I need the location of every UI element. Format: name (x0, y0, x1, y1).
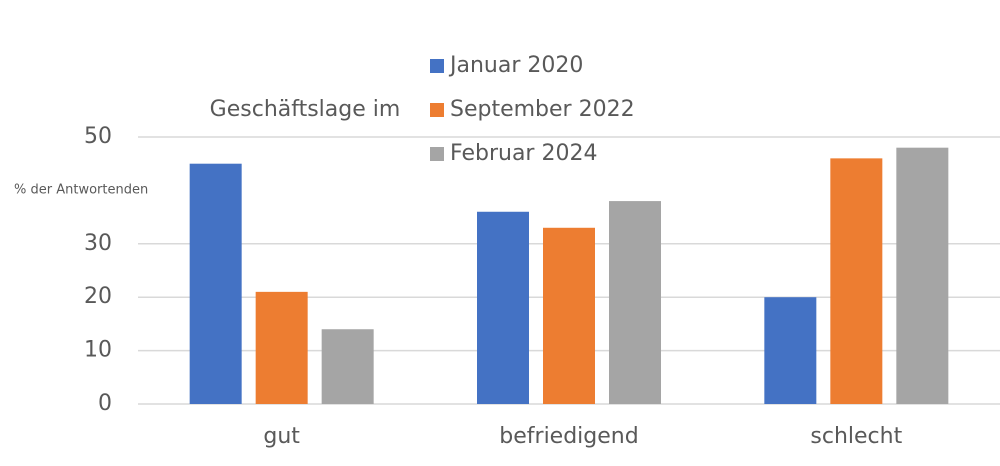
legend-label: Januar 2020 (448, 53, 583, 78)
bar (477, 211, 529, 404)
y-tick-label: 10 (84, 338, 112, 363)
bar (764, 297, 817, 404)
y-tick-label: 50 (84, 124, 112, 149)
bar (896, 147, 949, 404)
legend-label: Februar 2024 (450, 141, 597, 166)
legend-title: Geschäftslage im (210, 97, 401, 122)
legend-label: September 2022 (450, 97, 635, 122)
y-axis-label: % der Antwortenden (14, 183, 148, 198)
legend-swatch (430, 103, 444, 117)
y-tick-label: 30 (84, 231, 112, 256)
bar (543, 227, 595, 404)
x-tick-label: schlecht (810, 424, 902, 449)
bar (189, 163, 242, 404)
y-tick-label: 0 (98, 391, 112, 416)
y-tick-label: 20 (84, 284, 112, 309)
legend-swatch (430, 147, 444, 161)
x-tick-label: gut (263, 424, 300, 449)
bar (321, 329, 374, 404)
bar (609, 201, 661, 404)
legend-swatch (430, 59, 444, 73)
x-tick-label: befriedigend (499, 424, 638, 449)
bar (830, 158, 883, 404)
bar (255, 291, 308, 404)
